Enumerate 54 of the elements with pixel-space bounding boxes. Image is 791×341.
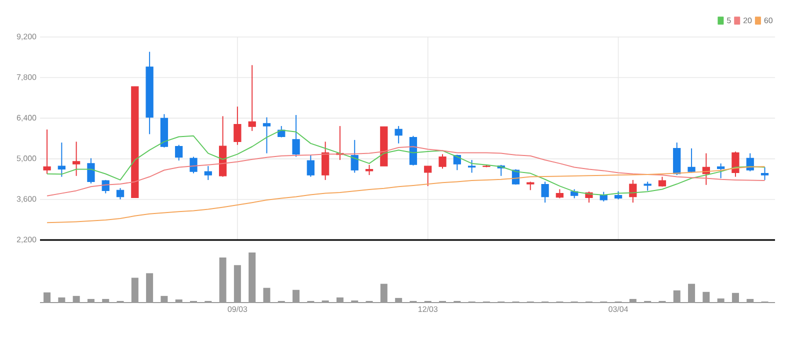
bar [673,290,680,303]
bar [322,300,329,303]
bar [131,278,138,303]
bar [746,298,754,303]
candlestick [43,129,51,174]
bar [292,290,300,303]
bar [395,298,402,303]
candlestick [350,139,358,174]
candlestick [541,181,549,204]
candlestick [717,162,725,179]
bar [219,258,226,303]
bar [336,297,344,303]
candlestick [468,159,476,174]
candlestick [424,166,432,187]
candlestick [102,179,110,194]
bar [688,284,696,303]
bar [44,292,51,303]
bar [72,296,80,303]
candlestick [629,179,637,204]
bar [175,299,182,303]
candlestick [234,106,242,146]
candlestick [600,191,608,202]
candlestick [732,151,740,178]
candlestick [204,166,212,180]
candlestick [760,166,769,180]
bar [87,298,94,303]
candlestick [248,64,256,132]
candlestick [306,154,315,178]
bar [263,288,270,303]
candlestick [688,148,696,174]
candlestick [58,142,66,178]
bar [102,298,110,303]
candlestick [365,164,374,176]
bar [234,265,241,303]
bar [380,284,388,303]
candlestick [116,188,124,200]
bar [351,300,358,303]
candlestick [87,158,95,184]
candlestick [322,141,330,180]
bar [629,298,636,303]
candlestick [394,126,402,144]
bar [146,273,154,303]
bar [717,298,724,303]
bar [702,292,710,303]
candlestick [262,116,271,154]
bar [160,296,168,303]
candlestick [190,156,198,174]
candlestick [292,114,300,158]
bar [58,297,66,303]
bar [248,252,256,303]
candlestick [175,144,183,162]
candlestick [72,141,80,176]
candlestick [438,154,446,170]
bar [732,292,739,303]
